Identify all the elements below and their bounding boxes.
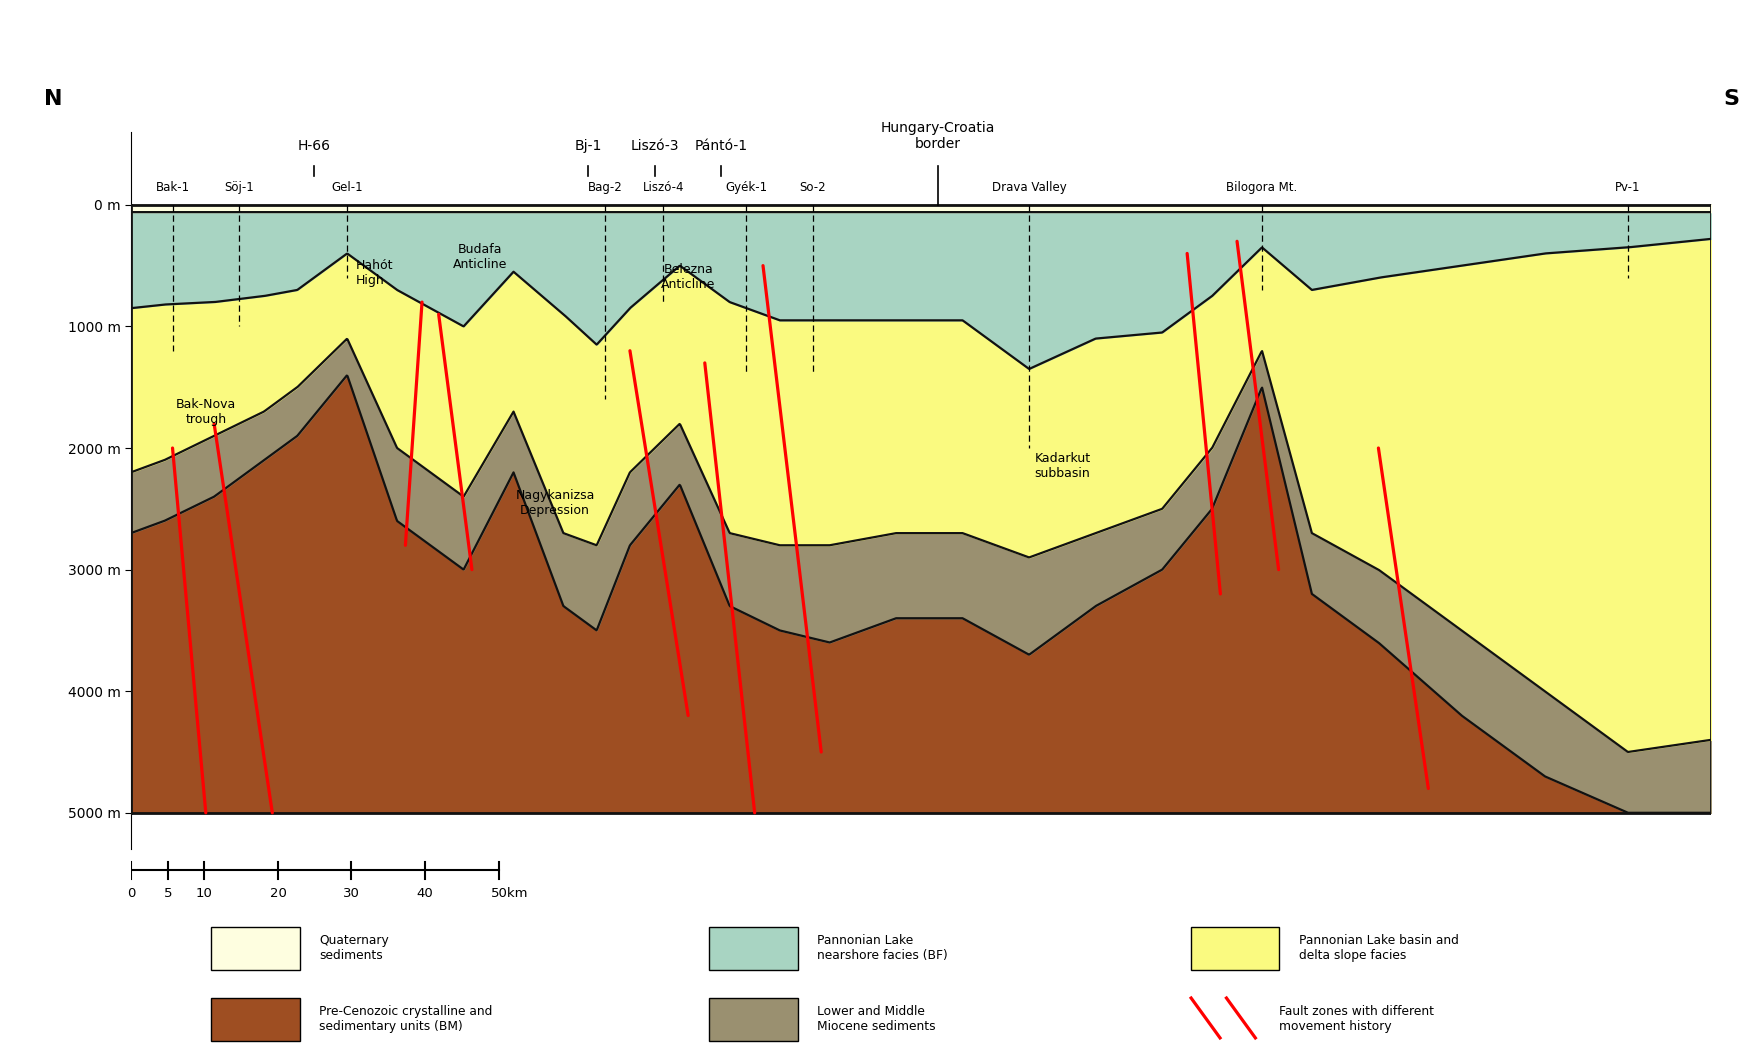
FancyBboxPatch shape: [211, 926, 300, 970]
Text: Nagykanizsa
Depression: Nagykanizsa Depression: [515, 488, 595, 517]
FancyBboxPatch shape: [709, 998, 798, 1040]
FancyBboxPatch shape: [1191, 926, 1280, 970]
Text: Pre-Cenozoic crystalline and
sedimentary units (BM): Pre-Cenozoic crystalline and sedimentary…: [320, 1005, 492, 1034]
Text: Bak-Nova
trough: Bak-Nova trough: [176, 398, 236, 425]
Text: Bj-1: Bj-1: [574, 138, 602, 153]
Text: 30: 30: [342, 887, 360, 900]
Text: So-2: So-2: [800, 180, 826, 194]
Text: 10: 10: [196, 887, 213, 900]
Text: 40: 40: [417, 887, 433, 900]
Text: Gel-1: Gel-1: [332, 180, 363, 194]
Text: Bag-2: Bag-2: [588, 180, 622, 194]
FancyBboxPatch shape: [211, 998, 300, 1040]
Text: Lower and Middle
Miocene sediments: Lower and Middle Miocene sediments: [817, 1005, 936, 1034]
Text: H-66: H-66: [297, 138, 330, 153]
Text: 50km: 50km: [491, 887, 529, 900]
Text: Drava Valley: Drava Valley: [992, 180, 1067, 194]
Text: Quaternary
sediments: Quaternary sediments: [320, 934, 389, 962]
Text: Budafa
Anticline: Budafa Anticline: [452, 243, 508, 271]
Text: Liszó-4: Liszó-4: [643, 180, 684, 194]
Text: Pv-1: Pv-1: [1615, 180, 1641, 194]
Text: Bak-1: Bak-1: [155, 180, 190, 194]
Text: N: N: [44, 89, 63, 109]
Text: Gyék-1: Gyék-1: [725, 180, 768, 194]
Text: Liszó-3: Liszó-3: [630, 138, 679, 153]
Text: Bilogora Mt.: Bilogora Mt.: [1226, 180, 1297, 194]
Text: Belezna
Anticline: Belezna Anticline: [662, 263, 716, 290]
Text: Pannonian Lake basin and
delta slope facies: Pannonian Lake basin and delta slope fac…: [1299, 934, 1458, 962]
Text: Hahót
High: Hahót High: [356, 258, 393, 287]
Text: S: S: [1723, 89, 1739, 109]
FancyBboxPatch shape: [709, 926, 798, 970]
Text: Kadarkut
subbasin: Kadarkut subbasin: [1034, 453, 1091, 480]
Text: 5: 5: [164, 887, 171, 900]
Text: 0: 0: [127, 887, 134, 900]
Text: 20: 20: [269, 887, 286, 900]
Text: Söj-1: Söj-1: [223, 180, 253, 194]
Text: Fault zones with different
movement history: Fault zones with different movement hist…: [1280, 1005, 1435, 1034]
Text: Pántó-1: Pántó-1: [695, 138, 747, 153]
Text: Hungary-Croatia
border: Hungary-Croatia border: [880, 121, 995, 151]
Text: Pannonian Lake
nearshore facies (BF): Pannonian Lake nearshore facies (BF): [817, 934, 948, 962]
